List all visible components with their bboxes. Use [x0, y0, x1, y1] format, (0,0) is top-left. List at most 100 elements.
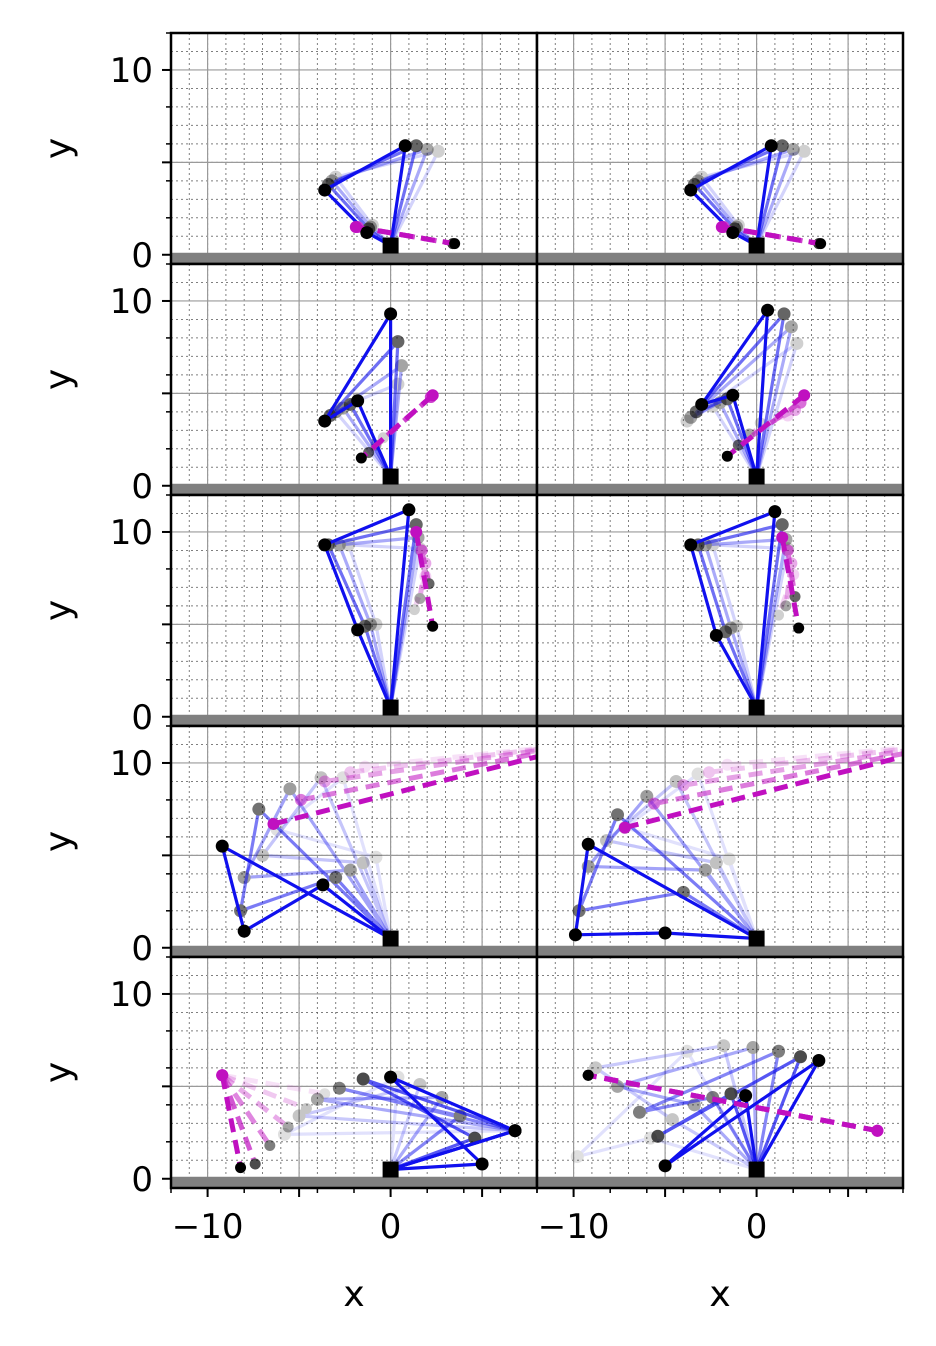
arm-link: [389, 147, 429, 248]
joint-marker: [318, 414, 332, 428]
joint-marker: [568, 928, 582, 942]
effector-marker: [648, 797, 661, 810]
arm-link: [374, 855, 393, 941]
arm-link: [689, 510, 777, 547]
panel-r3-c1: 0 10: [110, 493, 539, 738]
effector-tip-marker: [355, 452, 367, 464]
joint-marker: [729, 619, 743, 633]
effector-marker: [216, 1069, 229, 1082]
arm-link: [242, 883, 325, 933]
panel-r4-c1: 0 10: [110, 724, 539, 969]
arm-link: [754, 144, 773, 248]
end-effector-link: [219, 1074, 243, 1169]
arm-link: [361, 861, 393, 941]
joint-marker: [786, 142, 800, 156]
panel-grid: 0 10 0 10 0 10 0 10 0 10 −10 0 −10 0: [110, 31, 905, 1247]
arm-link: [323, 543, 360, 632]
arm-link: [337, 543, 373, 626]
joint-marker: [775, 518, 789, 532]
x-tick-label: 0: [746, 1207, 768, 1247]
ground: [171, 945, 537, 957]
arm-link: [257, 807, 393, 941]
arm-link: [374, 622, 393, 710]
arm-link: [694, 312, 786, 414]
arm-link: [696, 772, 759, 941]
end-effector-link: [683, 748, 903, 788]
joint-marker: [722, 852, 736, 866]
arm-link: [648, 1136, 759, 1172]
arm-frame-1: [318, 139, 461, 250]
joint-marker: [384, 1070, 398, 1084]
effector-marker: [703, 766, 716, 779]
panel-r3-c2: [535, 493, 905, 735]
arm-link: [573, 931, 667, 937]
base-marker: [748, 930, 765, 947]
arm-link: [734, 624, 759, 710]
effector-marker: [715, 221, 728, 234]
joint-marker: [717, 1039, 731, 1053]
joint-marker: [669, 774, 683, 788]
arm-link: [731, 393, 759, 479]
arm-link: [586, 842, 759, 941]
end-effector-link: [221, 1072, 326, 1097]
joint-marker: [739, 1089, 753, 1103]
arm-link: [586, 794, 649, 869]
arm-link: [330, 179, 373, 229]
effector-marker: [776, 531, 789, 544]
joint-marker: [698, 863, 712, 877]
y-tick-label: 10: [110, 975, 153, 1015]
joint-marker: [777, 307, 791, 321]
joint-marker: [726, 226, 740, 240]
joint-marker: [611, 808, 625, 822]
effector-marker: [871, 1124, 884, 1137]
arm-link: [723, 630, 759, 710]
effector-tip-marker: [300, 1103, 312, 1115]
end-effector-link: [220, 1073, 290, 1129]
end-effector-link: [355, 224, 456, 247]
end-effector-link: [350, 746, 537, 775]
joint-marker: [775, 139, 789, 153]
arm-link: [275, 776, 345, 832]
end-effector-link: [359, 393, 435, 460]
arm-link: [615, 813, 759, 941]
effector-tip-marker: [408, 604, 420, 616]
arm-link: [275, 827, 378, 859]
arm-link: [714, 633, 759, 710]
ticks: 0 10: [110, 725, 538, 969]
effector-marker: [318, 775, 331, 788]
effector-marker: [426, 389, 439, 402]
plot-area: [171, 726, 537, 957]
base-marker: [382, 1161, 399, 1178]
y-tick-label: 0: [131, 467, 153, 507]
end-effector-link: [219, 1074, 258, 1165]
effector-marker: [358, 760, 371, 773]
effector-marker: [410, 525, 423, 538]
joint-marker: [316, 878, 330, 892]
joint-marker: [256, 848, 269, 862]
effector-marker: [294, 793, 307, 806]
x-tick-label: −10: [172, 1207, 244, 1247]
joint-marker: [772, 1044, 786, 1058]
arm-link: [389, 144, 418, 248]
arm-link: [389, 1129, 517, 1172]
joint-marker: [351, 623, 365, 637]
arm-link: [323, 508, 411, 547]
x-tick-label: 0: [380, 1207, 402, 1247]
arm-link: [670, 1118, 759, 1172]
effector-tip-marker: [249, 1158, 261, 1170]
panel-r5-c2: −10 0: [535, 955, 905, 1247]
arm-link: [696, 543, 728, 634]
arm-link: [326, 522, 418, 547]
effector-tip-marker: [235, 1162, 247, 1174]
joint-marker: [589, 1061, 603, 1075]
arm-link: [696, 522, 784, 547]
effector-tip-marker: [721, 450, 733, 462]
joint-marker: [360, 226, 374, 240]
effector-tip-marker: [815, 238, 827, 250]
effector-tip-marker: [582, 1069, 594, 1081]
effector-tip-marker: [449, 238, 461, 250]
effector-tip-marker: [282, 1121, 294, 1133]
arm-link: [346, 543, 422, 551]
arm-frame-4: [256, 746, 537, 941]
arm-link: [346, 543, 378, 626]
